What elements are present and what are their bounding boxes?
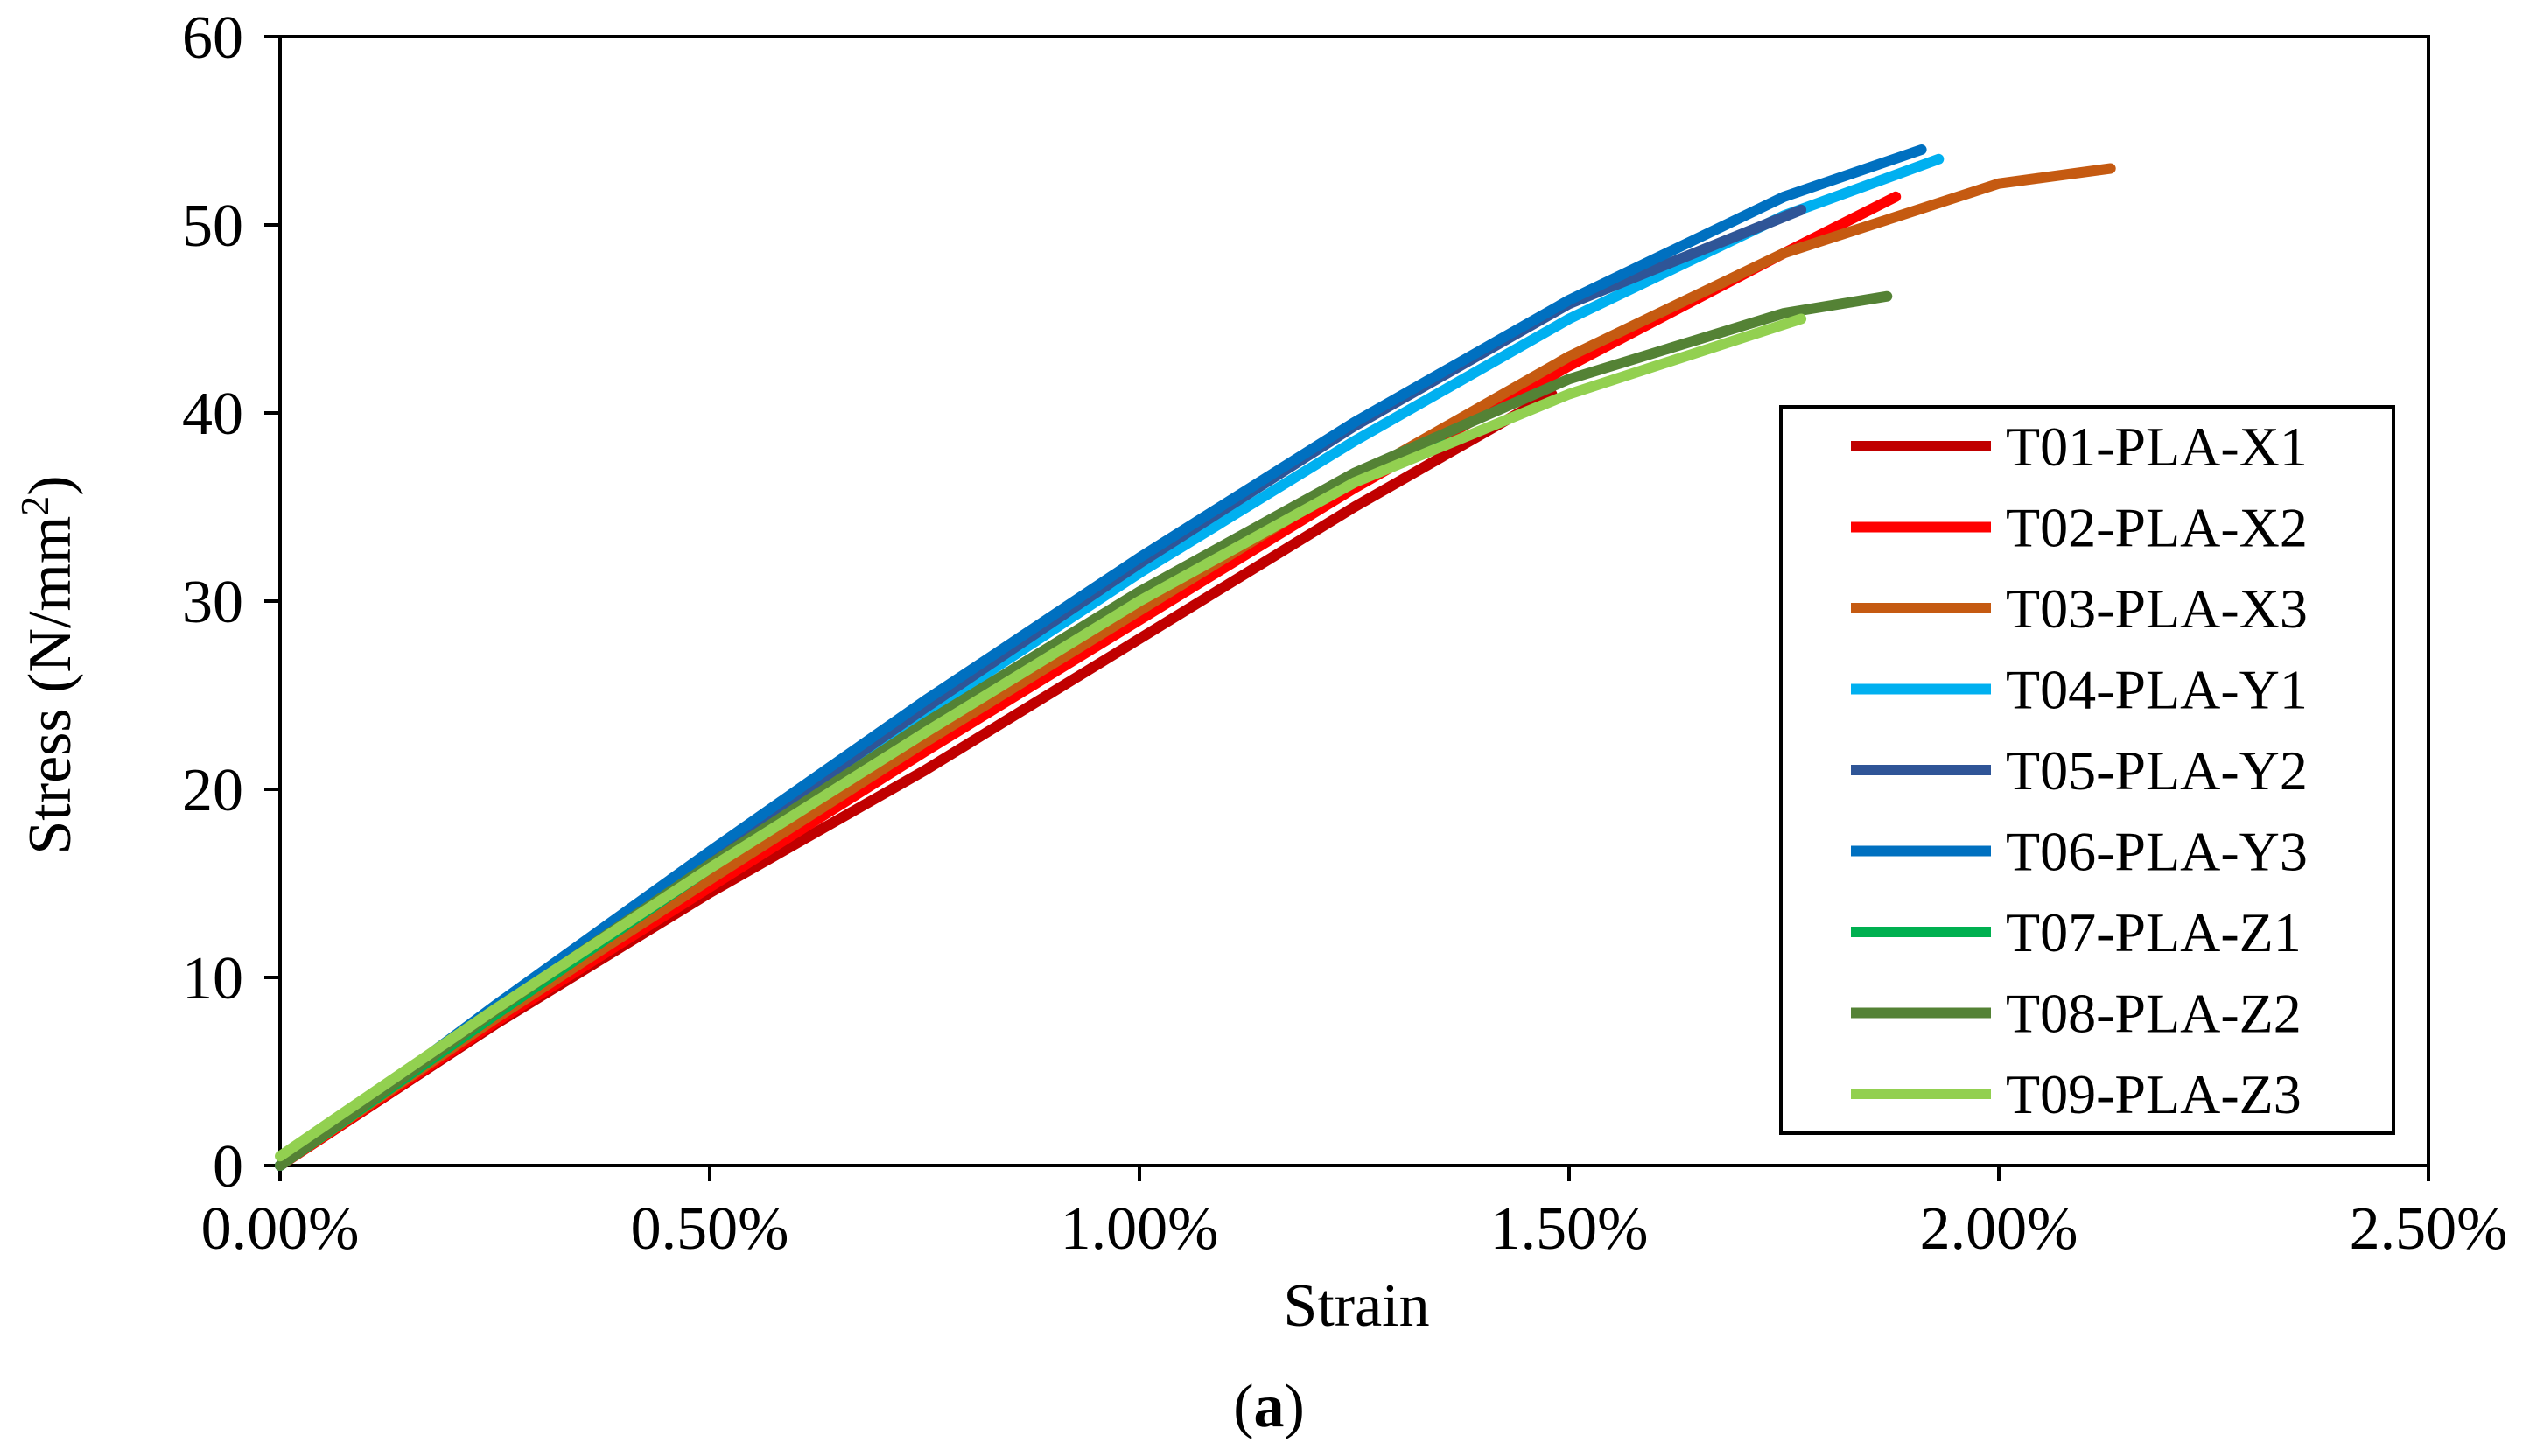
y-tick-label: 20 — [182, 757, 243, 824]
legend-label: T03-PLA-X3 — [2006, 578, 2308, 640]
legend: T01-PLA-X1 T02-PLA-X2 T03-PLA-X3 T04-PLA-Y1… — [1779, 405, 2395, 1135]
y-tick-label: 10 — [182, 945, 243, 1012]
tick-labels: 0.00% 0.50% 1.00% 1.50% 2.00% 2.50% 0 10 20 30 40 5… — [182, 4, 2507, 1263]
x-tick-label: 1.50% — [1490, 1195, 1649, 1263]
legend-label: T01-PLA-X1 — [2006, 416, 2308, 478]
x-tick-label: 0.00% — [201, 1195, 360, 1263]
y-tick-label: 30 — [182, 569, 243, 636]
y-tick-label: 50 — [182, 192, 243, 260]
series-line-t06-pla-y3 — [275, 144, 1927, 1171]
y-tick-label: 40 — [182, 381, 243, 448]
series-lines — [275, 144, 2116, 1171]
legend-label: T08-PLA-Z2 — [2006, 983, 2302, 1045]
x-tick-label: 2.50% — [2350, 1195, 2508, 1263]
x-tick-label: 2.00% — [1920, 1195, 2078, 1263]
legend-label: T05-PLA-Y2 — [2006, 739, 2308, 802]
x-axis-title: Strain — [1283, 1272, 1429, 1340]
series-line-t08-pla-z2 — [275, 290, 1893, 1171]
y-tick-label: 60 — [182, 4, 243, 72]
legend-label: T02-PLA-X2 — [2006, 497, 2308, 559]
legend-label: T09-PLA-Z3 — [2006, 1063, 2302, 1125]
figure-caption: (a) — [1233, 1373, 1305, 1440]
y-axis-title: Stress (N/mm2) — [12, 475, 85, 854]
y-tick-label: 0 — [213, 1133, 243, 1200]
series-line-t09-pla-z3 — [275, 313, 1807, 1162]
series-line-t02-pla-x2 — [275, 191, 1902, 1171]
x-tick-label: 0.50% — [631, 1195, 789, 1263]
legend-label: T06-PLA-Y3 — [2006, 821, 2308, 883]
x-tick-label: 1.00% — [1061, 1195, 1219, 1263]
legend-label: T04-PLA-Y1 — [2006, 659, 2308, 721]
legend-label: T07-PLA-Z1 — [2006, 901, 2302, 963]
axes — [264, 35, 2430, 1181]
series-line-t01-pla-x1 — [275, 388, 1558, 1171]
